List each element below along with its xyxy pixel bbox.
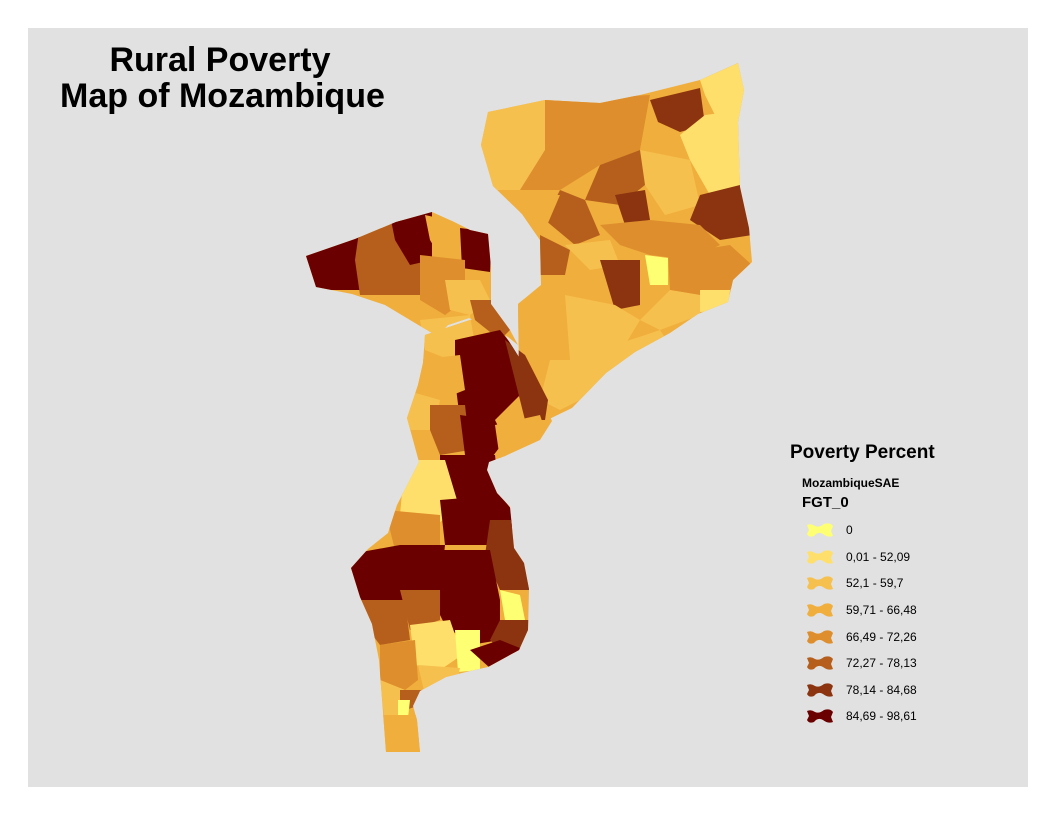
legend-items: 0 0,01 - 52,09 52,1 - 59,7 59,71 - 66,48 66,… (790, 517, 990, 730)
legend-item-label: 0,01 - 52,09 (846, 549, 911, 564)
legend-swatch (807, 709, 833, 724)
legend-item: 78,14 - 84,68 (806, 677, 990, 704)
legend-swatch (807, 550, 833, 564)
legend-swatch (807, 683, 833, 697)
legend-item-label: 84,69 - 98,61 (846, 709, 917, 724)
legend-item: 59,71 - 66,48 (806, 597, 990, 624)
legend-item: 0 (806, 517, 990, 544)
legend-item-label: 72,27 - 78,13 (846, 656, 917, 671)
legend-field-name: FGT_0 (802, 494, 849, 511)
map-title-line1: Rural Poverty (109, 41, 331, 79)
legend-item-label: 59,71 - 66,48 (846, 603, 917, 618)
legend-item: 84,69 - 98,61 (806, 703, 990, 730)
legend-layer-name: MozambiqueSAE (802, 476, 900, 490)
legend-swatch (807, 523, 833, 537)
map-title: Rural Poverty Map of Mozambique (60, 41, 385, 115)
legend: Poverty Percent MozambiqueSAE FGT_0 0 0,0… (790, 442, 990, 730)
legend-item: 0,01 - 52,09 (806, 544, 990, 571)
legend-item: 66,49 - 72,26 (806, 623, 990, 650)
legend-swatch (807, 656, 833, 670)
legend-item-label: 66,49 - 72,26 (846, 629, 917, 644)
legend-item-label: 78,14 - 84,68 (846, 682, 917, 697)
legend-item-label: 52,1 - 59,7 (846, 576, 904, 591)
legend-swatch (807, 603, 833, 617)
legend-swatch (807, 576, 833, 591)
legend-item: 52,1 - 59,7 (806, 570, 990, 597)
legend-item: 72,27 - 78,13 (806, 650, 990, 677)
legend-item-label: 0 (846, 523, 853, 538)
map-title-line2: Map of Mozambique (60, 77, 385, 115)
legend-title: Poverty Percent (790, 442, 935, 463)
legend-swatch (807, 630, 833, 644)
